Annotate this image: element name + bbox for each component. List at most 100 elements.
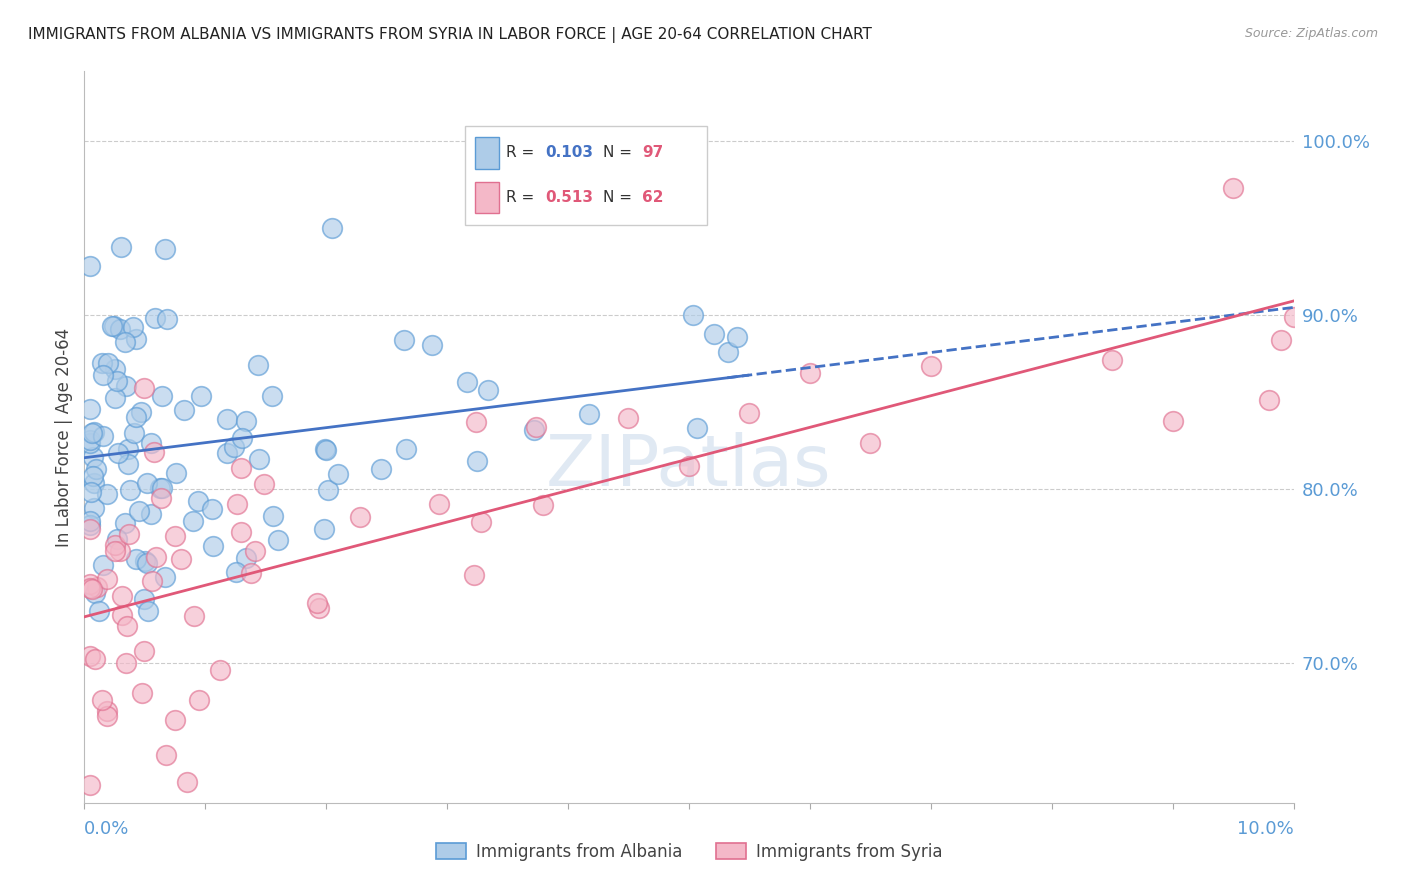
- Point: [1222, 181, 1244, 195]
- Point: [79, 778, 101, 792]
- Point: [201, 502, 224, 516]
- Point: [135, 556, 157, 570]
- Point: [108, 544, 131, 558]
- Point: [470, 515, 492, 529]
- Point: [143, 310, 166, 325]
- Point: [183, 514, 205, 528]
- Point: [215, 412, 238, 426]
- Text: Source: ZipAtlas.com: Source: ZipAtlas.com: [1244, 27, 1378, 40]
- Point: [314, 442, 336, 456]
- Point: [682, 308, 704, 322]
- Point: [79, 581, 101, 595]
- Point: [725, 329, 748, 343]
- Point: [105, 532, 128, 546]
- Point: [1270, 333, 1292, 347]
- Point: [82, 426, 104, 441]
- Y-axis label: In Labor Force | Age 20-64: In Labor Force | Age 20-64: [55, 327, 73, 547]
- Point: [315, 442, 337, 457]
- Point: [141, 574, 163, 588]
- Point: [105, 374, 128, 388]
- Point: [82, 450, 104, 464]
- Point: [79, 514, 101, 528]
- Point: [83, 475, 105, 490]
- Point: [201, 539, 224, 553]
- Point: [1282, 310, 1305, 324]
- Point: [456, 375, 478, 389]
- Point: [97, 356, 120, 370]
- Point: [153, 570, 176, 584]
- Point: [79, 518, 101, 533]
- Legend: Immigrants from Albania, Immigrants from Syria: Immigrants from Albania, Immigrants from…: [429, 837, 949, 868]
- Point: [143, 445, 166, 459]
- Point: [247, 358, 270, 372]
- Point: [84, 652, 107, 666]
- Point: [117, 619, 139, 633]
- Point: [87, 604, 110, 618]
- Point: [170, 552, 193, 566]
- Point: [124, 552, 146, 566]
- Point: [90, 356, 112, 370]
- Point: [253, 476, 276, 491]
- Point: [188, 692, 211, 706]
- Point: [80, 582, 103, 597]
- Point: [79, 577, 101, 591]
- Point: [122, 425, 145, 440]
- Point: [249, 452, 271, 467]
- Point: [125, 332, 148, 346]
- Point: [104, 391, 127, 405]
- Point: [79, 522, 101, 536]
- Point: [738, 406, 761, 420]
- Point: [136, 604, 159, 618]
- Point: [131, 686, 153, 700]
- Point: [231, 461, 253, 475]
- Point: [150, 491, 173, 505]
- Point: [150, 481, 173, 495]
- Point: [1258, 392, 1281, 407]
- Point: [229, 524, 252, 539]
- Point: [316, 483, 339, 498]
- Point: [308, 600, 330, 615]
- Point: [122, 319, 145, 334]
- Point: [392, 333, 415, 347]
- Point: [93, 368, 115, 382]
- Point: [1161, 414, 1184, 428]
- Point: [262, 508, 284, 523]
- Point: [156, 311, 179, 326]
- Point: [96, 487, 118, 501]
- Point: [305, 595, 328, 609]
- Point: [165, 529, 187, 543]
- Point: [165, 466, 187, 480]
- Point: [235, 550, 257, 565]
- Point: [225, 565, 247, 579]
- Point: [703, 326, 725, 341]
- Text: ZIPatlas: ZIPatlas: [546, 432, 832, 500]
- Point: [79, 436, 101, 450]
- Text: 0.0%: 0.0%: [84, 821, 129, 838]
- Point: [262, 389, 284, 403]
- Point: [208, 664, 231, 678]
- Point: [91, 558, 114, 573]
- Point: [134, 592, 156, 607]
- Point: [215, 445, 238, 459]
- Point: [153, 242, 176, 256]
- Text: IMMIGRANTS FROM ALBANIA VS IMMIGRANTS FROM SYRIA IN LABOR FORCE | AGE 20-64 CORR: IMMIGRANTS FROM ALBANIA VS IMMIGRANTS FR…: [28, 27, 872, 43]
- Point: [183, 609, 205, 624]
- Point: [190, 389, 212, 403]
- Point: [80, 484, 103, 499]
- Point: [328, 467, 350, 481]
- Point: [79, 648, 101, 663]
- Point: [136, 476, 159, 491]
- Point: [139, 508, 162, 522]
- Point: [118, 483, 141, 497]
- Point: [86, 461, 108, 475]
- Point: [463, 568, 485, 582]
- Point: [91, 429, 114, 443]
- Point: [111, 589, 134, 603]
- Point: [149, 481, 172, 495]
- Point: [132, 381, 155, 395]
- Point: [141, 436, 163, 450]
- Point: [83, 425, 105, 439]
- Point: [118, 527, 141, 541]
- Point: [79, 259, 101, 273]
- Point: [110, 322, 132, 336]
